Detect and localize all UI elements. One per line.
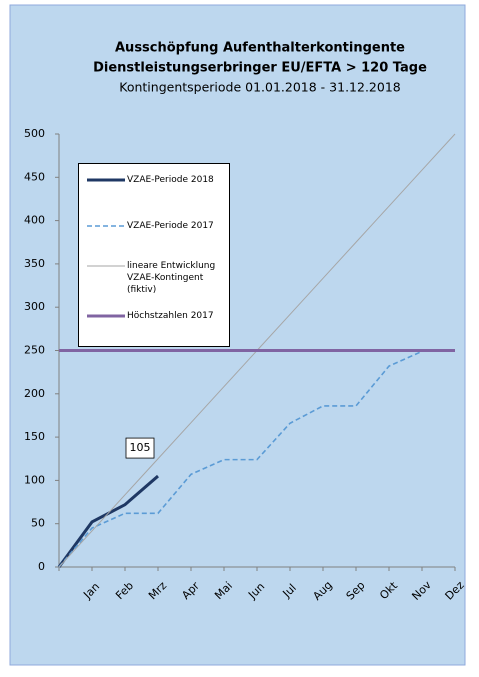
legend-item: Höchstzahlen 2017	[85, 310, 227, 322]
chart-title: Dienstleistungserbringer EU/EFTA > 120 T…	[93, 61, 427, 76]
data-label: 105	[130, 441, 151, 454]
legend-swatch	[87, 265, 125, 267]
legend-label: VZAE-Periode 2018	[127, 175, 214, 185]
legend-item: VZAE-Periode 2017	[85, 220, 227, 232]
legend-swatch	[87, 225, 125, 227]
y-tick-label: 350	[24, 257, 45, 270]
y-tick-label: 150	[24, 430, 45, 443]
y-tick-label: 50	[31, 517, 45, 530]
legend-item: lineare Entwicklung VZAE-Kontingent (fik…	[85, 260, 227, 296]
legend-label: VZAE-Periode 2017	[127, 221, 214, 231]
series-line	[58, 350, 423, 568]
data-label-box	[125, 437, 155, 459]
y-tick-label: 450	[24, 170, 45, 183]
y-tick-label: 100	[24, 473, 45, 486]
legend-swatch	[87, 314, 125, 318]
chart-title: Ausschöpfung Aufenthalterkontingente	[115, 41, 405, 56]
y-tick-label: 300	[24, 300, 45, 313]
y-tick-label: 500	[24, 127, 45, 140]
legend-item: VZAE-Periode 2018	[85, 174, 227, 186]
y-tick-label: 200	[24, 387, 45, 400]
legend-label: lineare Entwicklung VZAE-Kontingent (fik…	[127, 261, 216, 295]
legend-label: Höchstzahlen 2017	[127, 311, 214, 321]
y-tick-label: 400	[24, 214, 45, 227]
legend: VZAE-Periode 2018 VZAE-Periode 2017 linear…	[78, 163, 230, 347]
chart-subtitle: Kontingentsperiode 01.01.2018 - 31.12.20…	[119, 80, 401, 95]
y-tick-label: 250	[24, 344, 45, 357]
legend-swatch	[87, 178, 125, 182]
y-tick-label: 0	[38, 560, 45, 573]
